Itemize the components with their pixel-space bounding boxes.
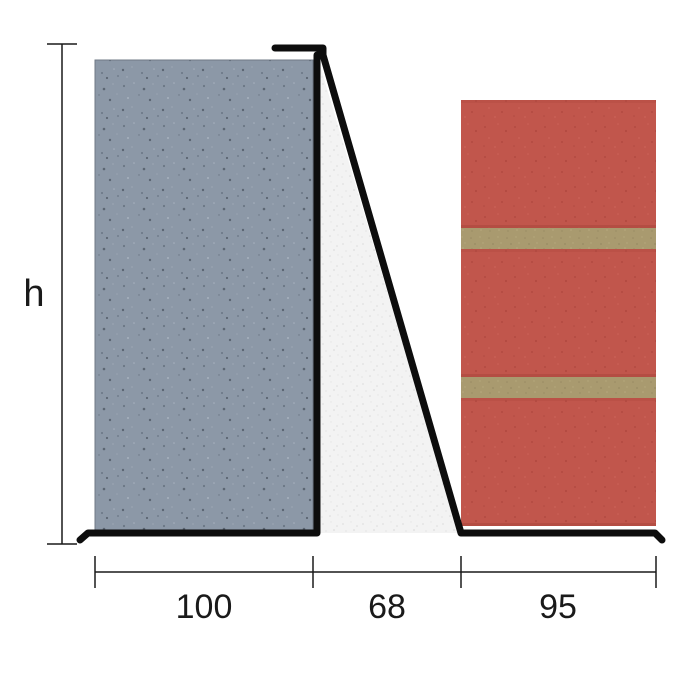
dim-bottom	[95, 556, 656, 588]
dim-height	[47, 44, 77, 544]
dim-label-2: 68	[368, 588, 406, 626]
concrete-block	[95, 60, 313, 530]
diagram: h 100 68 95	[0, 0, 700, 700]
dim-label-1: 100	[176, 588, 233, 626]
dim-label-3: 95	[539, 588, 577, 626]
brick-stack	[461, 100, 656, 526]
dim-height-label: h	[23, 273, 44, 315]
